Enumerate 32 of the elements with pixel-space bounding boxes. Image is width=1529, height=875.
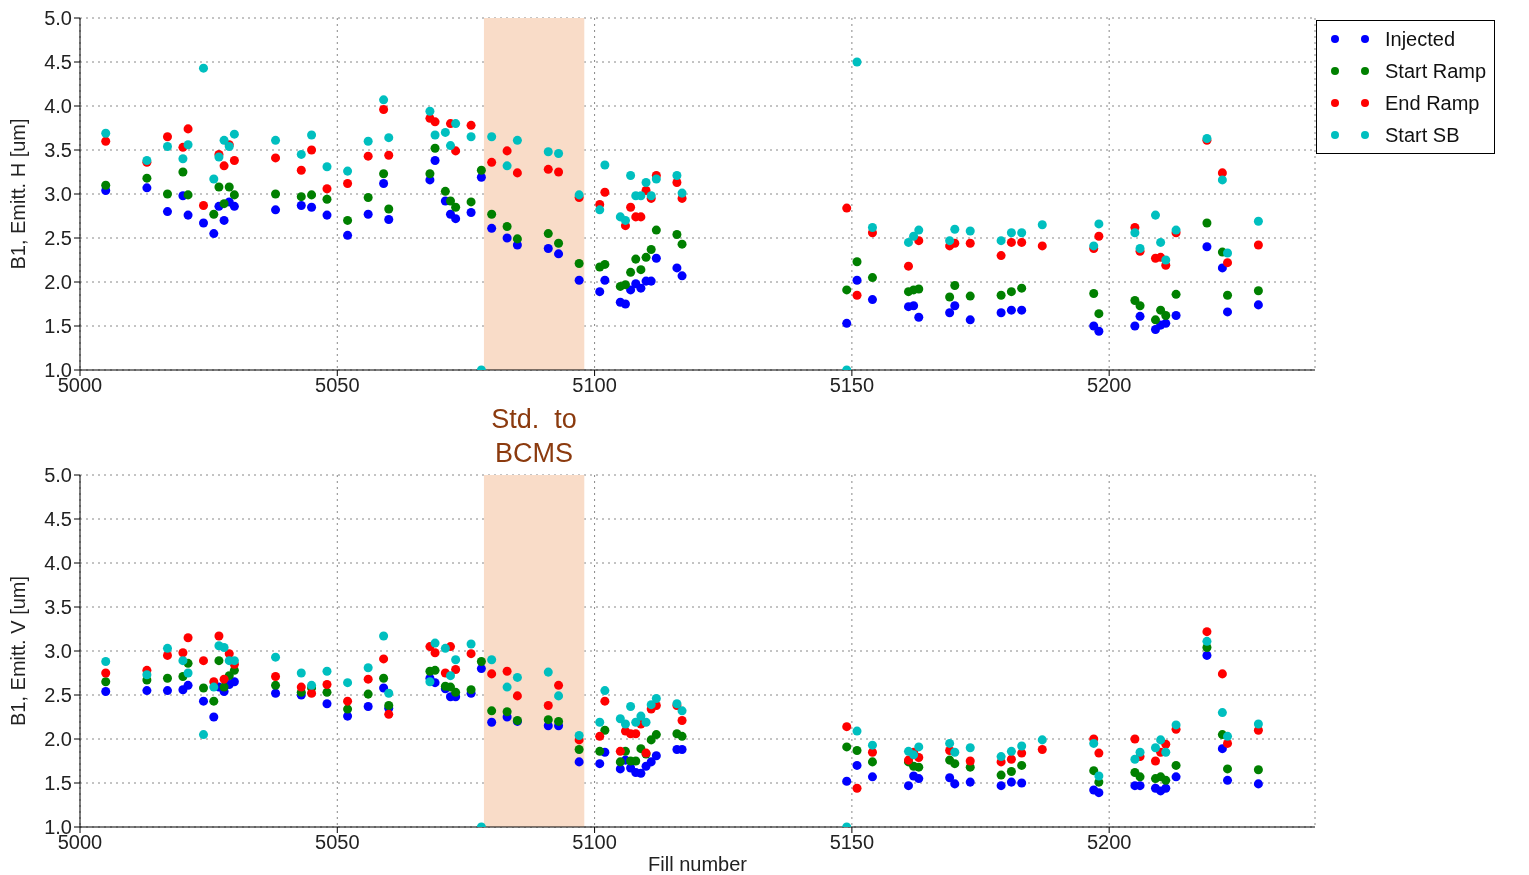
y-tick-label: 4.5 [44,51,72,74]
y-tick-label: 5.0 [44,464,72,487]
y-axis-title: B1, Emitt. H [um] [7,118,30,270]
y-tick-label: 3.0 [44,640,72,663]
y-tick-label: 1.5 [44,315,72,338]
legend-label: Start Ramp [1385,59,1487,83]
x-tick-label: 5050 [315,831,360,854]
x-axis-title: Fill number [648,853,748,875]
y-tick-label: 2.5 [44,227,72,250]
x-tick-label: 5150 [829,374,875,397]
x-tick-label: 5200 [1086,374,1132,397]
y-tick-label: 4.5 [44,508,72,531]
y-tick-label: 2.0 [44,728,72,751]
y-tick-label: 2.0 [44,271,72,294]
y-tick-label: 2.5 [44,684,72,707]
y-tick-label: 1.5 [44,772,72,795]
y-tick-label: 4.0 [44,552,72,575]
x-tick-label: 5050 [315,374,360,397]
y-tick-label: 3.5 [44,139,72,162]
y-tick-label: 5.0 [44,7,72,30]
legend-label: Injected [1385,27,1456,51]
band-label: Std. to BCMS [490,403,578,470]
x-tick-label: 5100 [572,831,617,854]
legend-label: Start SB [1385,123,1460,147]
x-tick-label: 5100 [572,374,617,397]
y-axis-title: B1, Emitt. V [um] [7,575,30,727]
x-tick-label: 5150 [829,831,875,854]
x-tick-label: 5200 [1086,831,1132,854]
y-tick-label: 3.5 [44,596,72,619]
legend-label: End Ramp [1385,91,1480,115]
y-tick-label: 4.0 [44,95,72,118]
y-tick-label: 3.0 [44,183,72,206]
